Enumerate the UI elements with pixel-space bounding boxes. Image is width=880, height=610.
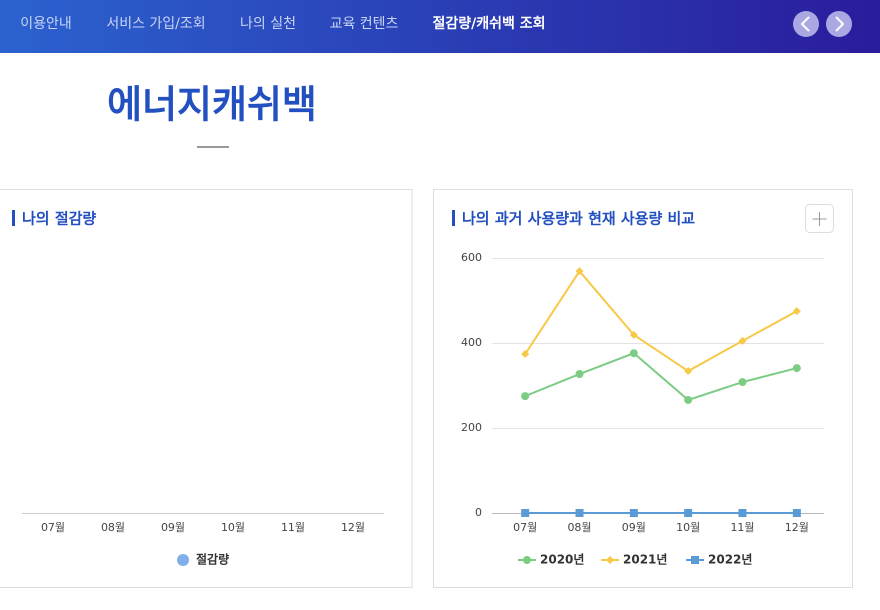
nav-item[interactable]: 절감량/캐쉬백 조회 bbox=[432, 15, 545, 32]
x-tick-label: 09월 bbox=[161, 521, 185, 534]
line bbox=[524, 352, 798, 402]
page-title: 에너지캐쉬백 bbox=[107, 83, 317, 127]
legend-label[interactable]: 2021년 bbox=[623, 553, 667, 567]
nav-prev[interactable] bbox=[793, 11, 819, 37]
marker bbox=[629, 349, 638, 358]
x-tick-label: 12월 bbox=[785, 521, 809, 534]
nav-item[interactable]: 이용안내 bbox=[20, 16, 72, 32]
x-tick-label: 07월 bbox=[513, 521, 537, 534]
x-tick-label: 10월 bbox=[676, 521, 700, 534]
expand-button[interactable] bbox=[805, 204, 834, 233]
y-tick-label: 400 bbox=[461, 336, 482, 349]
marker bbox=[738, 336, 747, 345]
legend-label[interactable]: 2022년 bbox=[708, 553, 752, 567]
x-tick-label: 08월 bbox=[101, 521, 125, 534]
chart-title: 나의 과거 사용량과 현재 사용량 비교 bbox=[462, 210, 695, 228]
marker bbox=[575, 509, 584, 517]
marker bbox=[684, 395, 693, 404]
line bbox=[524, 269, 798, 373]
nav-item[interactable]: 교육 컨텐츠 bbox=[330, 16, 399, 32]
chart-title: 나의 절감량 bbox=[22, 210, 96, 228]
marker bbox=[684, 509, 693, 517]
nav-item[interactable]: 서비스 가입/조회 bbox=[106, 16, 205, 32]
marker bbox=[691, 556, 699, 564]
nav-item[interactable]: 나의 실천 bbox=[240, 16, 296, 32]
marker bbox=[523, 556, 531, 564]
marker bbox=[629, 509, 638, 517]
marker bbox=[521, 509, 530, 517]
title-bar bbox=[452, 210, 455, 226]
title-bar bbox=[12, 210, 15, 226]
y-tick-label: 0 bbox=[475, 506, 482, 519]
marker bbox=[738, 509, 747, 517]
marker bbox=[606, 556, 614, 564]
marker bbox=[792, 509, 801, 517]
marker bbox=[575, 267, 584, 276]
marker bbox=[521, 350, 530, 359]
legend-label[interactable]: 2020년 bbox=[540, 553, 584, 567]
x-tick-label: 11월 bbox=[730, 521, 754, 534]
x-tick-label: 07월 bbox=[41, 521, 65, 534]
marker bbox=[629, 330, 638, 339]
marker bbox=[792, 364, 801, 373]
marker bbox=[684, 367, 693, 376]
nav-next[interactable] bbox=[826, 11, 852, 37]
y-tick-label: 600 bbox=[461, 251, 482, 264]
legend-dot bbox=[177, 554, 189, 566]
x-tick-label: 10월 bbox=[221, 521, 245, 534]
card bbox=[0, 189, 413, 588]
y-tick-label: 200 bbox=[461, 421, 482, 434]
x-tick-label: 09월 bbox=[622, 521, 646, 534]
marker bbox=[521, 392, 530, 401]
nav-bar bbox=[0, 0, 880, 53]
marker bbox=[575, 370, 584, 379]
x-tick-label: 08월 bbox=[567, 521, 591, 534]
marker bbox=[792, 307, 801, 316]
legend-label[interactable]: 절감량 bbox=[196, 552, 229, 567]
x-tick-label: 11월 bbox=[281, 521, 305, 534]
card bbox=[433, 189, 853, 588]
marker bbox=[738, 378, 747, 387]
x-tick-label: 12월 bbox=[341, 521, 365, 534]
